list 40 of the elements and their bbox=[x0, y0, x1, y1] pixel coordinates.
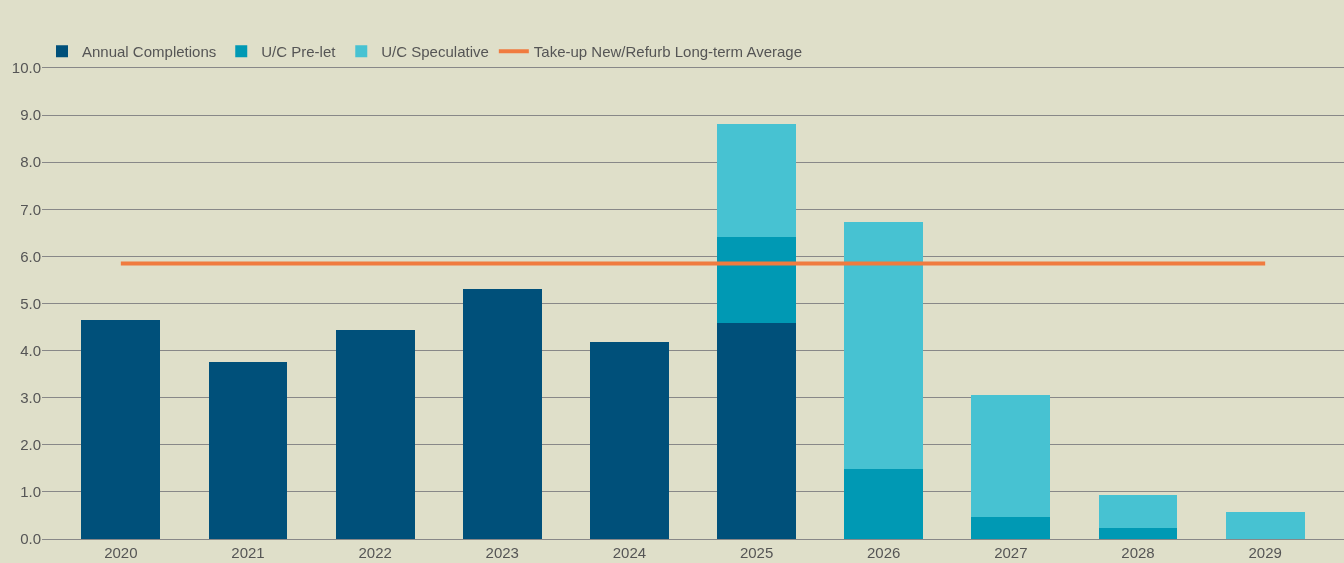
legend-label: Take-up New/Refurb Long-term Average bbox=[533, 43, 803, 61]
y-tick-label: 3.0 bbox=[20, 388, 41, 406]
y-tick-label: 6.0 bbox=[20, 247, 41, 265]
x-tick-label: 2027 bbox=[994, 544, 1028, 561]
bar bbox=[462, 289, 542, 539]
bar bbox=[1098, 495, 1178, 529]
legend-label: U/C Speculative bbox=[381, 43, 489, 61]
y-tick-label: 2.0 bbox=[20, 436, 41, 454]
y-tick-label: 10.0 bbox=[11, 59, 41, 77]
x-tick-label: 2020 bbox=[104, 544, 138, 561]
x-tick-label: 2028 bbox=[1121, 544, 1155, 561]
x-tick-label: 2029 bbox=[1248, 544, 1282, 561]
bar bbox=[1098, 528, 1178, 539]
y-tick-label: 8.0 bbox=[20, 153, 41, 171]
y-tick-label: 5.0 bbox=[20, 294, 41, 312]
legend-label: Annual Completions bbox=[82, 43, 217, 61]
bar bbox=[1225, 512, 1305, 539]
bar bbox=[971, 395, 1051, 517]
x-tick-label: 2026 bbox=[867, 544, 901, 561]
bar bbox=[717, 236, 796, 324]
bar bbox=[81, 319, 161, 539]
bar bbox=[717, 323, 796, 539]
y-tick-label: 4.0 bbox=[20, 341, 41, 359]
x-tick-label: 2024 bbox=[612, 544, 647, 561]
bar bbox=[590, 341, 669, 539]
y-tick-label: 9.0 bbox=[20, 106, 41, 124]
bar bbox=[971, 516, 1051, 539]
bar bbox=[844, 221, 924, 470]
y-tick-label: 7.0 bbox=[20, 200, 41, 218]
bar bbox=[844, 469, 924, 539]
x-tick-label: 2021 bbox=[231, 544, 265, 561]
bar bbox=[335, 330, 415, 539]
x-tick-label: 2025 bbox=[739, 544, 774, 561]
x-tick-label: 2023 bbox=[485, 544, 519, 561]
y-tick-label: 0.0 bbox=[20, 530, 41, 548]
bar bbox=[208, 362, 288, 539]
y-tick-label: 1.0 bbox=[20, 483, 41, 501]
legend-label: U/C Pre-let bbox=[261, 43, 337, 61]
bar bbox=[717, 124, 796, 237]
x-tick-label: 2022 bbox=[358, 544, 392, 561]
